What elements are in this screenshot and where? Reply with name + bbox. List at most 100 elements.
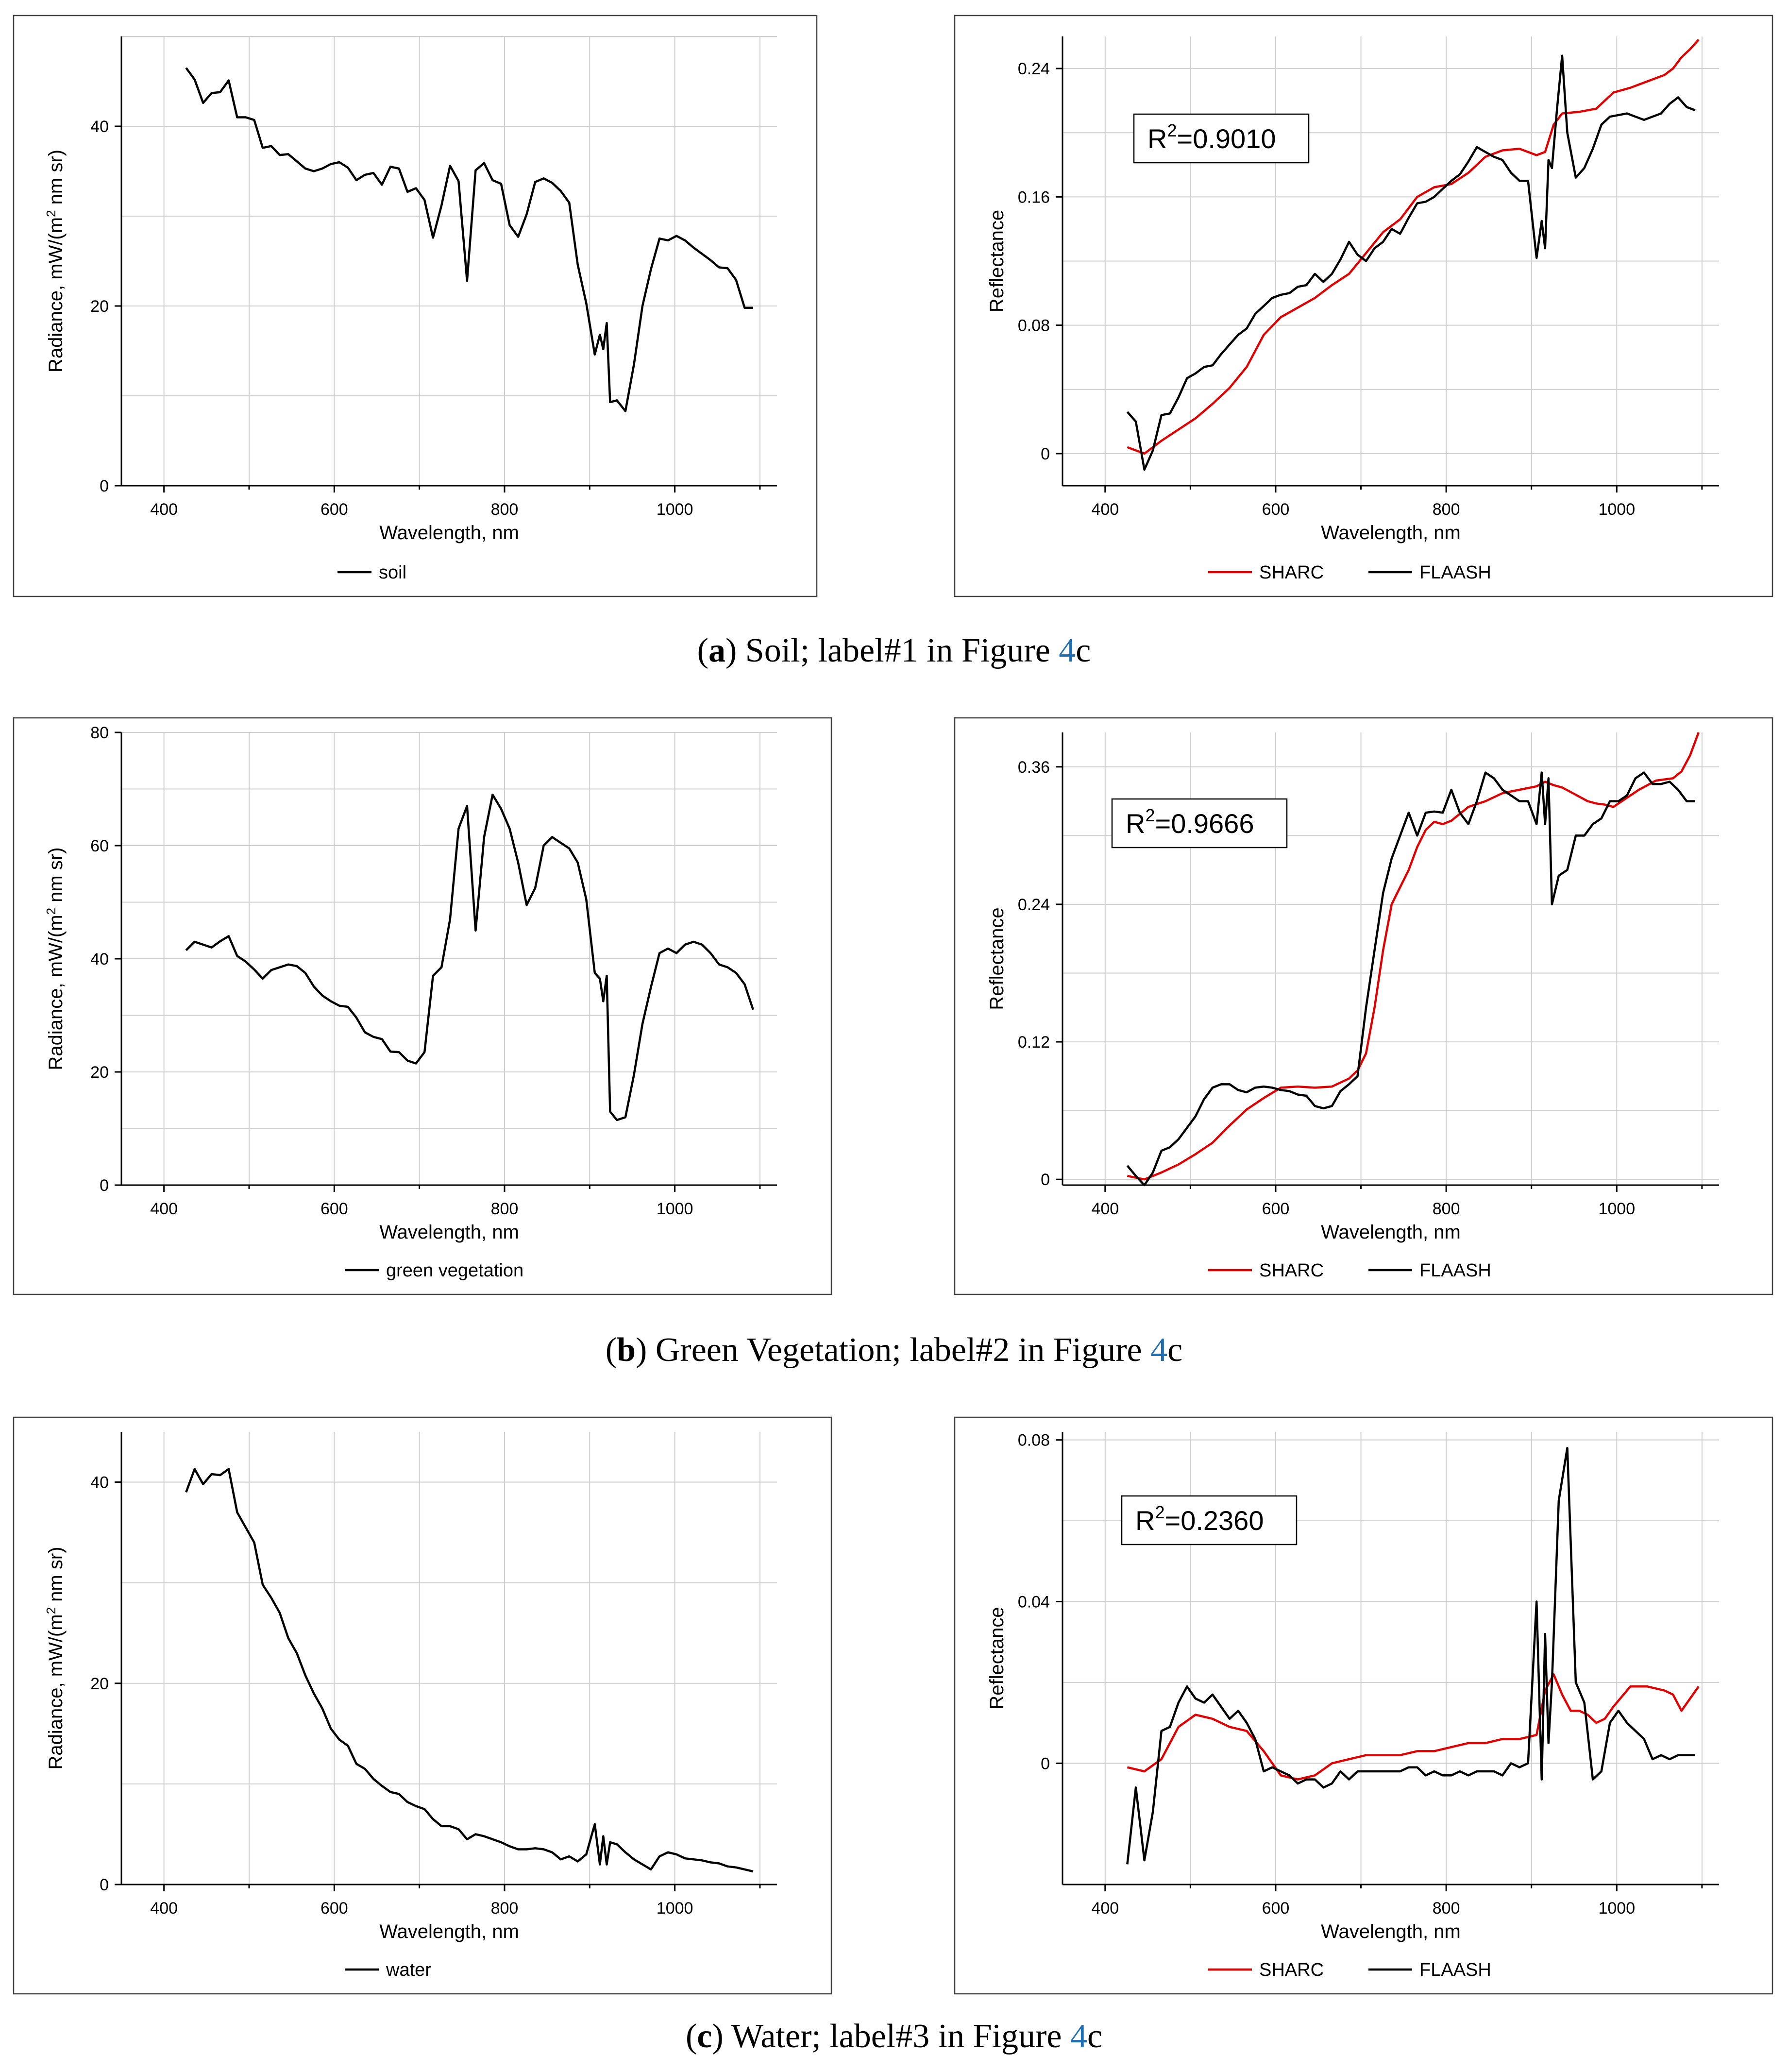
x-tick-label: 800 [1433,1200,1460,1218]
y-tick-label: 40 [90,950,109,968]
y-axis-title-part: nm sr) [45,150,67,210]
r-squared-label: R2=0.9666 [1126,805,1254,839]
x-tick-label: 800 [1433,500,1460,519]
r-squared-symbol: R [1135,1505,1155,1536]
y-tick-label: 0 [1041,1171,1050,1189]
x-tick-label: 600 [320,1899,348,1918]
chart-frame [13,1416,832,1995]
series-line-sharc [1127,39,1700,455]
x-tick-label: 800 [1433,1899,1460,1918]
legend-label: FLAASH [1419,1260,1491,1281]
y-tick-label: 0.08 [1018,1431,1050,1450]
x-tick-label: 1000 [1598,500,1635,519]
legend-label: SHARC [1259,562,1324,583]
series-line-flaash [1126,1447,1695,1865]
legend-label: water [386,1960,431,1980]
y-tick-label: 0.08 [1018,317,1050,335]
caption-c: (c) Water; label#3 in Figure 4c [685,2018,1103,2055]
caption-a: (a) Soil; label#1 in Figure 4c [697,632,1091,669]
x-tick-label: 1000 [1598,1899,1635,1918]
series-line-sharc [1127,1673,1700,1781]
x-tick-label: 800 [491,1899,519,1918]
y-tick-label: 0 [1041,445,1050,463]
chart-frame [954,15,1773,597]
x-axis-title: Wavelength, nm [379,522,519,543]
x-axis-title: Wavelength, nm [379,1222,519,1243]
y-tick-label: 60 [90,837,109,855]
series-line-flaash [1126,54,1696,471]
x-tick-label: 600 [1262,1200,1290,1218]
r-squared-box [1133,113,1310,164]
legend-label: FLAASH [1419,1960,1491,1980]
y-axis-title-part: Radiance, mW/(m [45,1614,67,1769]
y-tick-label: 0.12 [1018,1033,1050,1052]
y-axis-title: Reflectance [986,907,1008,1010]
r-squared-label: R2=0.2360 [1135,1502,1264,1536]
y-tick-label: 0.24 [1018,60,1050,78]
y-tick-label: 80 [90,724,109,742]
x-tick-label: 400 [150,1899,178,1918]
r-squared-label: R2=0.9010 [1147,120,1276,154]
x-axis-title: Wavelength, nm [1321,1921,1461,1942]
x-tick-label: 800 [491,500,519,519]
r-squared-sup: 2 [1155,1502,1164,1522]
legend-label: FLAASH [1419,562,1491,583]
y-tick-label: 0 [1041,1754,1050,1773]
y-axis-title: Radiance, mW/(m2 nm sr) [44,848,67,1070]
legend-label: SHARC [1259,1960,1324,1980]
x-tick-label: 600 [1262,1899,1290,1918]
legend-label: SHARC [1259,1260,1324,1281]
y-tick-label: 20 [90,1675,109,1693]
r-squared-sup: 2 [1145,805,1155,825]
x-axis-title: Wavelength, nm [379,1921,519,1942]
y-tick-label: 20 [90,297,109,316]
r-squared-value: =0.9666 [1155,808,1254,839]
x-tick-label: 400 [150,1200,178,1218]
x-tick-label: 400 [150,500,178,519]
x-tick-label: 400 [1091,500,1119,519]
chart-frame [954,1416,1773,1995]
r-squared-box [1111,798,1288,849]
series-line-flaash [1126,771,1695,1187]
r-squared-value: =0.9010 [1177,123,1276,154]
y-axis-title-part: Radiance, mW/(m [45,915,67,1070]
y-axis-title-part: nm sr) [45,1547,67,1607]
y-tick-label: 20 [90,1063,109,1082]
x-axis-title: Wavelength, nm [1321,1222,1461,1243]
chart-frame [13,717,832,1295]
r-squared-symbol: R [1147,123,1167,154]
x-tick-label: 1000 [657,500,693,519]
r-squared-sup: 2 [1167,120,1177,140]
y-tick-label: 0 [100,1876,109,1894]
chart-veg-reflectance: 400 600 800 1000 0 0.12 0.24 0.36 Wavelength, nm… [954,717,1773,1295]
chart-soil-radiance: 400 600 800 1000 0 20 40 Wavelength, nm Radiance… [13,15,818,597]
series-line-soil [185,67,753,412]
r-squared-value: =0.2360 [1164,1505,1264,1536]
y-axis-title: Radiance, mW/(m2 nm sr) [44,150,67,373]
x-axis-title: Wavelength, nm [1321,522,1461,543]
y-axis-title-part: nm sr) [45,848,67,908]
chart-frame [954,717,1773,1295]
chart-water-radiance: 400 600 800 1000 0 20 40 Wavelength, nm Radiance… [13,1416,832,1995]
legend-label: green vegetation [386,1260,523,1281]
x-tick-label: 1000 [657,1200,693,1218]
y-axis-title-sup: 2 [44,210,58,217]
y-tick-label: 40 [90,1474,109,1492]
y-tick-label: 0.16 [1018,188,1050,206]
y-tick-label: 0 [100,477,109,495]
caption-b: (b) Green Vegetation; label#2 in Figure … [605,1331,1183,1369]
y-axis-title: Radiance, mW/(m2 nm sr) [44,1547,67,1770]
x-tick-label: 1000 [1598,1200,1635,1218]
chart-water-reflectance: 400 600 800 1000 0 0.04 0.08 Wavelength, nm Refl… [954,1416,1773,1995]
y-axis-title-sup: 2 [44,1607,58,1614]
r-squared-symbol: R [1126,808,1145,839]
y-tick-label: 0 [100,1176,109,1195]
x-tick-label: 600 [320,500,348,519]
x-tick-label: 400 [1091,1200,1119,1218]
y-axis-title-sup: 2 [44,908,58,915]
x-tick-label: 600 [1262,500,1290,519]
x-tick-label: 800 [491,1200,519,1218]
chart-veg-radiance: 400 600 800 1000 0 20 40 60 80 Wavelength, nm Radi… [13,717,832,1295]
y-tick-label: 0.24 [1018,896,1050,914]
